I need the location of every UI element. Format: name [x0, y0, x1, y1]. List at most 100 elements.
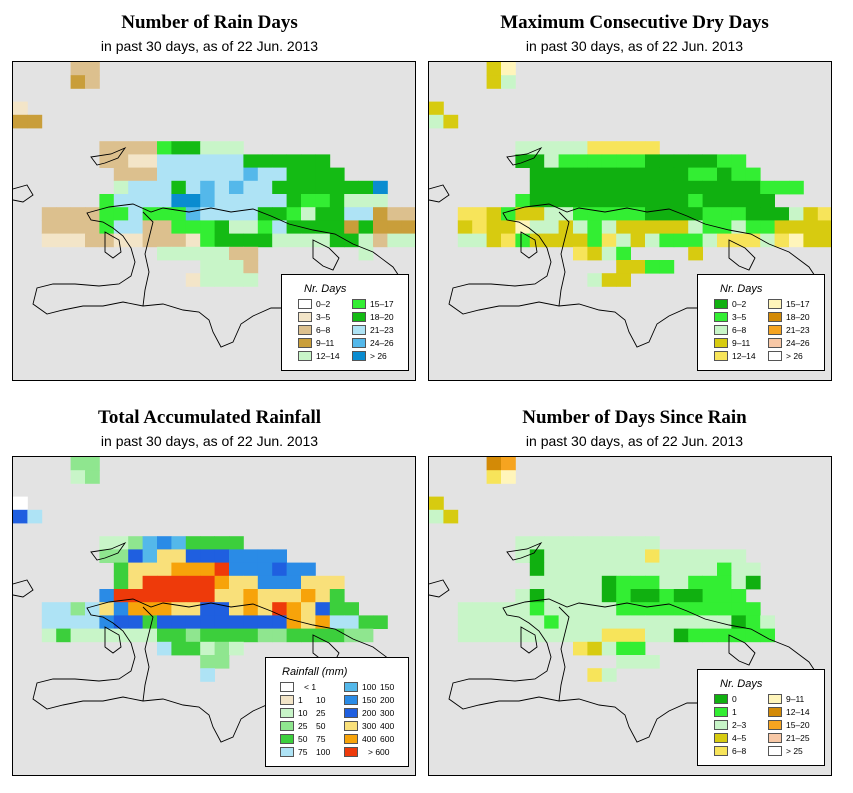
- grid-cell: [659, 220, 675, 234]
- grid-cell: [544, 615, 559, 629]
- grid-cell: [243, 233, 259, 248]
- grid-cell: [329, 194, 345, 208]
- grid-cell: [70, 615, 86, 629]
- grid-cell: [717, 220, 732, 234]
- grid-cell: [128, 536, 143, 550]
- grid-cell: [329, 615, 345, 629]
- grid-cell: [214, 562, 230, 577]
- legend-swatch: [280, 682, 294, 692]
- grid-cell: [200, 562, 215, 577]
- grid-cell: [401, 220, 415, 234]
- grid-cell: [41, 207, 57, 221]
- grid-cell: [789, 180, 804, 195]
- grid-cell: [457, 602, 473, 616]
- grid-cell: [243, 180, 259, 195]
- grid-cell: [630, 141, 646, 155]
- grid-cell: [659, 589, 675, 603]
- grid-cell: [731, 220, 747, 234]
- grid-cell: [157, 207, 172, 221]
- grid-cell: [717, 180, 732, 195]
- grid-cell: [286, 167, 302, 182]
- grid-cell: [717, 589, 732, 603]
- grid-cell: [373, 615, 388, 629]
- grid-cell: [616, 628, 631, 643]
- grid-cell: [70, 470, 86, 484]
- grid-cell: [157, 194, 172, 208]
- legend-item: > 600: [344, 747, 406, 758]
- grid-cell: [501, 628, 516, 643]
- grid-cell: [673, 549, 689, 563]
- grid-cell: [113, 167, 129, 182]
- grid-cell: [200, 549, 215, 563]
- grid-cell: [157, 141, 172, 155]
- grid-cell: [501, 220, 516, 234]
- grid-cell: [56, 220, 71, 234]
- grid-cell: [688, 562, 703, 577]
- grid-cell: [616, 141, 631, 155]
- grid-cell: [315, 589, 331, 603]
- grid-cell: [544, 575, 559, 590]
- grid-cell: [529, 207, 545, 221]
- grid-cell: [185, 167, 201, 182]
- grid-cell: [185, 615, 201, 629]
- grid-cell: [272, 194, 287, 208]
- grid-cell: [185, 536, 201, 550]
- grid-cell: [229, 220, 244, 234]
- grid-cell: [457, 207, 473, 221]
- legend-swatch: [768, 312, 782, 322]
- grid-cell: [558, 233, 574, 248]
- grid-cell: [185, 141, 201, 155]
- grid-cell: [645, 233, 660, 248]
- grid-cell: [257, 233, 273, 248]
- legend-swatch: [298, 338, 312, 348]
- grid-cell: [717, 602, 732, 616]
- grid-cell: [157, 536, 172, 550]
- grid-cell: [171, 167, 187, 182]
- grid-cell: [70, 62, 86, 76]
- grid-cell: [673, 194, 689, 208]
- grid-cell: [329, 220, 345, 234]
- grid-cell: [200, 615, 215, 629]
- map-legend: Rainfall (mm) < 1 1 10 10 25 25 50 50 75 75 100 100 1…: [265, 657, 409, 767]
- panel-title: Number of Rain Days: [121, 12, 298, 33]
- grid-cell: [185, 589, 201, 603]
- grid-cell: [544, 233, 559, 248]
- grid-cell: [688, 194, 703, 208]
- grid-cell: [171, 641, 187, 656]
- grid-cell: [200, 602, 215, 616]
- grid-cell: [301, 180, 316, 195]
- grid-cell: [301, 220, 316, 234]
- legend-item: 1 10: [280, 695, 342, 706]
- grid-cell: [573, 207, 588, 221]
- grid-cell: [27, 509, 43, 524]
- grid-cell: [214, 589, 230, 603]
- grid-cell: [501, 233, 516, 248]
- grid-cell: [529, 180, 545, 195]
- grid-cell: [702, 180, 718, 195]
- legend-title: Nr. Days: [304, 283, 347, 295]
- grid-cell: [558, 589, 574, 603]
- grid-cell: [315, 167, 331, 182]
- grid-cell: [731, 194, 747, 208]
- grid-cell: [99, 141, 115, 155]
- grid-cell: [387, 207, 403, 221]
- legend-swatch: [768, 325, 782, 335]
- legend-swatch: [344, 734, 358, 744]
- grid-cell: [128, 154, 143, 168]
- grid-cell: [214, 220, 230, 234]
- legend-swatch: [280, 747, 294, 757]
- panel-subtitle: in past 30 days, as of 22 Jun. 2013: [525, 38, 744, 54]
- grid-cell: [113, 628, 129, 643]
- grid-cell: [373, 233, 388, 248]
- grid-cell: [229, 589, 244, 603]
- grid-cell: [558, 180, 574, 195]
- grid-cell: [27, 114, 43, 129]
- grid-cell: [13, 114, 28, 129]
- grid-cell: [688, 602, 703, 616]
- legend-label: 3–5: [732, 312, 747, 322]
- grid-cell: [157, 233, 172, 248]
- grid-cell: [344, 615, 359, 629]
- grid-cell: [315, 194, 331, 208]
- grid-cell: [214, 233, 230, 248]
- map-legend: Nr. Days 0 1 2–3 4–5 6–8 9–11 12–14 15–20 21–25 > …: [697, 669, 825, 766]
